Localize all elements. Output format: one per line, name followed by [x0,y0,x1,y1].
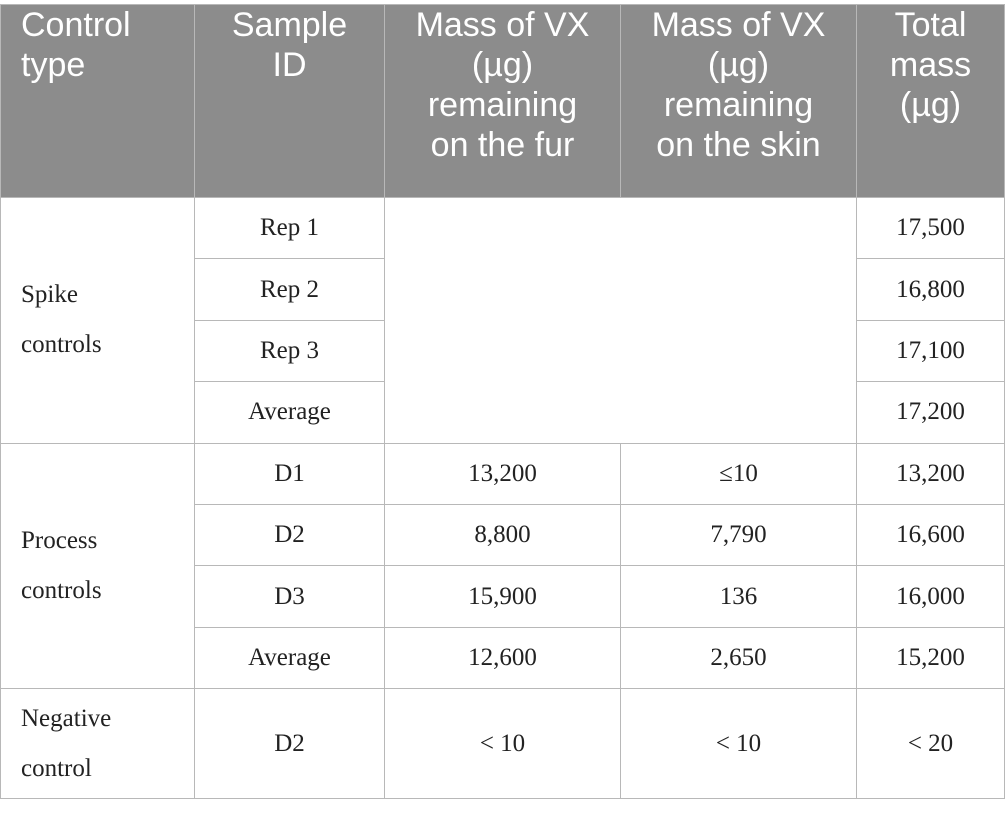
vx-mass-table: Control type Sample ID Mass of VX (µg) r… [0,4,1005,800]
table-row: D2 8,800 7,790 16,600 [1,503,1005,567]
header-sample-id: Sample ID [194,4,385,198]
total-mass-cell: 17,500 [856,196,1005,260]
sample-id-cell: D3 [194,565,385,628]
sample-id-cell: D1 [194,442,385,505]
sample-id-cell: D2 [194,688,385,800]
total-mass-cell: 17,100 [856,319,1005,383]
sample-id-cell: Rep 1 [194,196,385,260]
skin-mass-cell: 7,790 [620,503,857,567]
empty-merged-cell [384,197,857,444]
sample-id-cell: Rep 2 [194,258,385,321]
sample-id-cell: Rep 3 [194,319,385,383]
fur-mass-cell: 13,200 [384,442,621,505]
sample-id-cell: Average [194,626,385,690]
fur-mass-cell: 12,600 [384,626,621,690]
header-row: Control type Sample ID Mass of VX (µg) r… [0,4,1005,198]
group-process-controls: Process controls [0,442,195,690]
total-mass-cell: < 20 [856,688,1005,800]
sample-id-cell: Average [194,381,385,444]
skin-mass-cell: 2,650 [620,626,857,690]
table-row: Average 12,600 2,650 15,200 [1,626,1005,690]
table-row: Spike controls Rep 1 17,500 [0,196,1005,444]
total-mass-cell: 16,800 [856,258,1005,321]
skin-mass-cell: ≤10 [620,442,857,505]
header-mass-fur: Mass of VX (µg) remaining on the fur [384,4,621,198]
skin-mass-cell: < 10 [620,688,857,800]
total-mass-cell: 16,000 [856,565,1005,628]
group-negative-control: Negative control [0,688,195,800]
header-mass-skin: Mass of VX (µg) remaining on the skin [620,4,857,198]
table-row: D3 15,900 136 16,000 [1,565,1005,628]
table-row: Negative control D2 < 10 < 10 < 20 [0,688,1005,800]
group-spike-controls: Spike controls [0,197,195,444]
header-control-type: Control type [0,4,195,198]
total-mass-cell: 13,200 [856,442,1005,505]
table-row: Rep 2 16,800 [1,258,1005,321]
table-row: Process controls D1 13,200 ≤10 13,200 [0,442,1005,690]
total-mass-cell: 16,600 [856,503,1005,567]
fur-mass-cell: 8,800 [384,503,621,567]
header-total-mass: Total mass (µg) [856,4,1005,198]
fur-mass-cell: < 10 [384,688,621,800]
sample-id-cell: D2 [194,503,385,567]
skin-mass-cell: 136 [620,565,857,628]
fur-mass-cell: 15,900 [384,565,621,628]
total-mass-cell: 17,200 [856,381,1005,444]
total-mass-cell: 15,200 [856,626,1005,690]
